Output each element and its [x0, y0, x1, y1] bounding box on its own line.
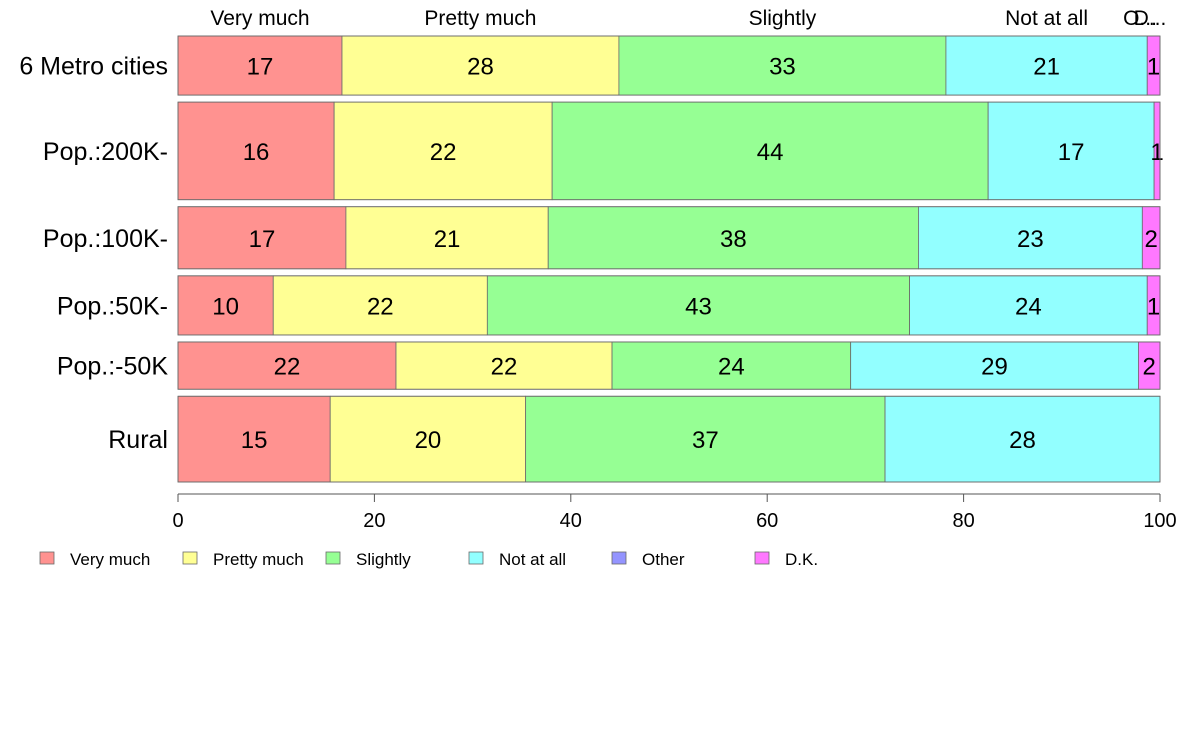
bar-value-label: 38	[720, 226, 747, 253]
bar-value-label: 2	[1144, 226, 1157, 253]
column-header-very-much: Very much	[210, 7, 309, 30]
x-tick-label: 100	[1143, 510, 1176, 532]
bar-segment-pretty-much	[272, 275, 488, 336]
bar-value-label: 1	[1147, 54, 1160, 81]
row-label: Pop.:-50K	[57, 353, 169, 381]
bar-row-pop-100k: Pop.:100K- 17 21 38 23 2	[43, 206, 1161, 270]
row-label: 6 Metro cities	[19, 53, 168, 81]
bar-segment-slightly	[551, 101, 989, 201]
bar-value-label: 17	[249, 226, 276, 253]
legend-label: Not at all	[499, 550, 566, 569]
legend-item-pretty-much: Pretty much	[182, 550, 304, 569]
bar-value-label: 21	[1033, 54, 1060, 81]
bar-value-label: 22	[491, 354, 518, 381]
x-tick-label: 40	[560, 510, 582, 532]
bar-value-label: 16	[243, 139, 270, 166]
x-tick-label: 80	[952, 510, 974, 532]
bar-row-pop-200k: Pop.:200K- 16 22 44 17 1	[43, 101, 1164, 201]
bar-segment-not-at-all	[850, 341, 1139, 390]
bar-value-label: 33	[769, 54, 796, 81]
legend-swatch	[468, 551, 484, 565]
bar-row-pop-50k: Pop.:50K- 10 22 43 24 1	[57, 275, 1161, 336]
column-header-o: O...	[1123, 7, 1157, 30]
legend-swatch	[611, 551, 627, 565]
bar-value-label: 29	[981, 354, 1008, 381]
row-label: Pop.:50K-	[57, 292, 168, 320]
x-tick-label: 0	[172, 510, 183, 532]
legend-item-not-at-all: Not at all	[468, 550, 566, 569]
bar-segment-very-much	[177, 341, 397, 390]
column-header-pretty-much: Pretty much	[424, 7, 536, 30]
bar-row-pop-50k: Pop.:-50K 22 22 24 29 2	[57, 341, 1161, 390]
legend-item-very-much: Very much	[39, 550, 150, 569]
bar-value-label: 24	[718, 354, 745, 381]
legend-swatch	[325, 551, 341, 565]
legend-swatch	[182, 551, 198, 565]
bar-outline	[177, 101, 1161, 201]
bar-row-rural: Rural 15 20 37 28	[108, 395, 1161, 483]
bar-value-label: 28	[1009, 427, 1036, 454]
bar-segment-not-at-all	[884, 395, 1161, 483]
x-tick-label: 20	[363, 510, 385, 532]
bar-segment-very-much	[177, 101, 335, 201]
bar-value-label: 20	[415, 427, 442, 454]
legend-swatch	[754, 551, 770, 565]
bar-segment-pretty-much	[329, 395, 527, 483]
legend: Very much Pretty much Slightly Not at all Ot…	[39, 550, 818, 569]
legend-item-other: Other	[611, 550, 685, 569]
legend-item-slightly: Slightly	[325, 550, 411, 569]
bar-value-label: 28	[467, 54, 494, 81]
bar-value-label: 37	[692, 427, 719, 454]
bar-value-label: 1	[1150, 139, 1163, 166]
column-header-d: D...	[1134, 7, 1167, 30]
legend-label: Slightly	[356, 550, 411, 569]
bar-value-label: 22	[367, 293, 394, 320]
bar-outline	[177, 206, 1161, 270]
bar-outline	[177, 275, 1161, 336]
bar-segment-pretty-much	[333, 101, 553, 201]
bar-value-label: 43	[685, 293, 712, 320]
column-header-not-at-all: Not at all	[1005, 7, 1088, 30]
bar-segment-slightly	[486, 275, 910, 336]
bar-value-label: 23	[1017, 226, 1044, 253]
legend-item-d-k: D.K.	[754, 550, 818, 569]
x-axis: 0 20 40 60 80 100	[172, 493, 1177, 532]
bar-value-label: 10	[212, 293, 239, 320]
x-tick-label: 60	[756, 510, 778, 532]
row-label: Rural	[108, 426, 168, 454]
bar-segment-not-at-all	[987, 101, 1155, 201]
legend-label: Very much	[70, 550, 150, 569]
bar-value-label: 2	[1143, 354, 1156, 381]
bar-outline	[177, 395, 1161, 483]
bar-value-label: 15	[241, 427, 268, 454]
bar-segment-slightly	[525, 395, 886, 483]
bar-segment-not-at-all	[909, 275, 1148, 336]
bar-segment-slightly	[611, 341, 852, 390]
bar-value-label: 22	[274, 354, 301, 381]
bar-value-label: 21	[434, 226, 461, 253]
legend-label: Other	[642, 550, 685, 569]
bar-outline	[177, 35, 1161, 96]
bar-segment-pretty-much	[345, 206, 549, 270]
bar-value-label: 44	[757, 139, 784, 166]
bar-value-label: 24	[1015, 293, 1042, 320]
legend-label: Pretty much	[213, 550, 304, 569]
bar-value-label: 17	[247, 54, 274, 81]
legend-label: D.K.	[785, 550, 818, 569]
column-header-slightly: Slightly	[749, 7, 817, 30]
legend-swatch	[39, 551, 55, 565]
bar-segment-very-much	[177, 275, 274, 336]
row-label: Pop.:100K-	[43, 225, 168, 253]
bar-value-label: 22	[430, 139, 457, 166]
column-headers: Very much Pretty much Slightly Not at all O.…	[210, 7, 1166, 30]
bar-row-6-metro-cities: 6 Metro cities 17 28 33 21 1	[19, 35, 1161, 96]
row-label: Pop.:200K-	[43, 138, 168, 166]
bar-value-label: 1	[1147, 293, 1160, 320]
bar-outline	[177, 341, 1161, 390]
bar-value-label: 17	[1058, 139, 1085, 166]
bar-segment-not-at-all	[945, 35, 1148, 96]
